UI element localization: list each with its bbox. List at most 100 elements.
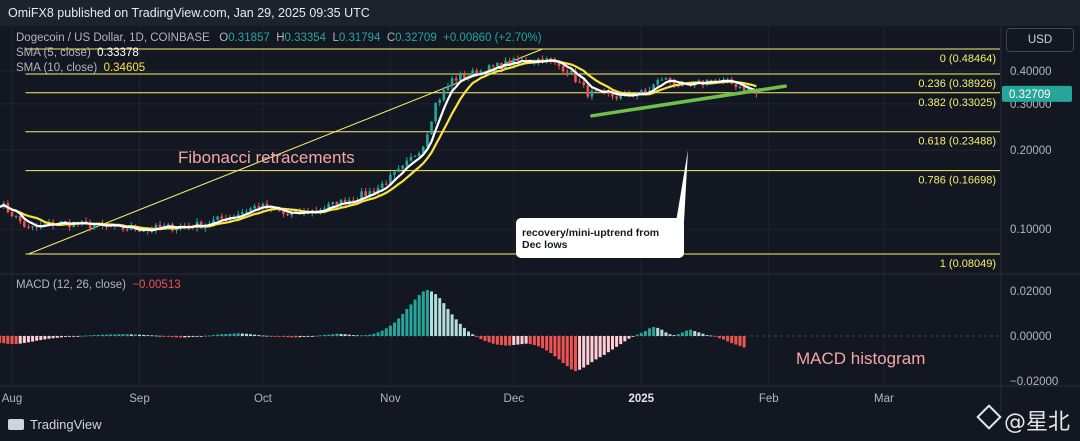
macd-bar	[203, 335, 207, 337]
candle-body	[323, 208, 326, 211]
macd-bar	[471, 334, 475, 336]
candle-body	[158, 224, 162, 228]
candle-body	[257, 206, 261, 208]
macd-bar	[43, 336, 47, 340]
macd-bar	[475, 336, 479, 337]
macd-bar	[652, 327, 656, 336]
macd-bar	[191, 336, 195, 337]
candle-body	[409, 156, 413, 161]
macd-bar	[39, 336, 43, 341]
macd-bar	[393, 322, 396, 336]
macd-bar	[557, 336, 561, 360]
macd-bar	[742, 336, 746, 348]
candle-body	[166, 224, 170, 226]
macd-bar	[240, 333, 244, 336]
fib-anchor-line	[28, 48, 543, 255]
macd-bar	[257, 335, 261, 336]
macd-bar	[220, 334, 224, 336]
macd-bar	[281, 336, 285, 337]
candle-body	[652, 84, 655, 91]
candle-body	[500, 62, 503, 69]
macd-bar	[2, 336, 6, 344]
macd-bar	[314, 335, 318, 337]
macd-bar	[154, 335, 158, 337]
macd-bar	[590, 336, 594, 363]
macd-bar	[689, 329, 693, 336]
macd-bar	[72, 336, 76, 337]
macd-bar	[22, 336, 26, 343]
candle-body	[656, 80, 660, 85]
fib-label-0.786: 0.786 (0.16698)	[918, 175, 996, 187]
macd-bar	[207, 335, 211, 337]
callout-pointer	[676, 150, 688, 222]
sma10-label: SMA (10, close)	[16, 62, 98, 74]
candle-body	[570, 70, 573, 73]
macd-bar	[705, 335, 709, 336]
macd-bar	[347, 334, 351, 336]
candle-body	[446, 85, 450, 90]
candle-body	[389, 174, 392, 185]
macd-bar	[553, 336, 557, 357]
candle-body	[343, 199, 347, 205]
candle-body	[450, 78, 454, 86]
macd-bar	[265, 335, 269, 337]
fib-label-0: 0 (0.48464)	[940, 53, 996, 65]
macd-bar	[10, 336, 14, 345]
candle-body	[138, 230, 141, 232]
candle-body	[738, 86, 742, 88]
time-tick-label: Feb	[759, 393, 779, 405]
candle-body	[298, 210, 302, 214]
watermark: @星北	[976, 404, 1070, 436]
macd-bar	[0, 336, 2, 343]
candle-body	[491, 65, 495, 67]
macd-bar	[397, 318, 401, 336]
macd-bar	[84, 335, 88, 337]
close-label: C	[386, 32, 396, 44]
macd-bar	[384, 328, 388, 336]
candles	[2, 55, 758, 235]
macd-bar	[524, 336, 528, 344]
macd-bar	[717, 336, 721, 339]
candle-body	[672, 82, 676, 86]
macd-legend: MACD (12, 26, close) −0.00513	[16, 279, 181, 291]
macd-bar	[179, 336, 183, 338]
candle-body	[594, 90, 598, 92]
macd-bar	[656, 327, 660, 336]
candle-body	[438, 99, 442, 103]
macd-bar	[730, 336, 734, 344]
candle-body	[574, 70, 577, 82]
macd-bar	[175, 336, 179, 338]
macd-bar	[582, 336, 586, 368]
macd-bar	[195, 336, 199, 337]
sma5-legend: SMA (5, close) 0.33378	[16, 47, 139, 59]
macd-histogram	[0, 290, 1000, 372]
callout-box	[516, 218, 684, 258]
candle-body	[360, 191, 363, 201]
candle-body	[463, 74, 466, 79]
macd-bar	[125, 334, 129, 336]
macd-bar	[105, 334, 109, 336]
candle-body	[442, 89, 446, 100]
currency-button[interactable]: USD	[1006, 28, 1074, 52]
price-tick-label: 0.10000	[1010, 224, 1052, 236]
macd-bar	[734, 336, 738, 345]
grid	[0, 26, 1080, 411]
time-tick-label: Aug	[2, 393, 22, 405]
macd-bar	[14, 336, 18, 345]
tradingview-logo[interactable]: TradingView	[8, 417, 102, 432]
candle-body	[10, 212, 14, 217]
candle-body	[249, 208, 252, 212]
macd-bar	[26, 336, 30, 343]
candle-body	[327, 204, 330, 209]
macd-bar	[376, 332, 380, 336]
macd-bar	[660, 329, 664, 336]
macd-bar	[726, 336, 730, 342]
candle-body	[565, 71, 569, 73]
callout-text: recovery/mini-uptrend from Dec lows	[522, 227, 659, 251]
macd-bar	[606, 336, 610, 353]
macd-bar	[491, 336, 495, 344]
macd-bar	[310, 336, 314, 337]
macd-bar	[680, 332, 684, 336]
time-tick-label: Oct	[254, 393, 273, 405]
